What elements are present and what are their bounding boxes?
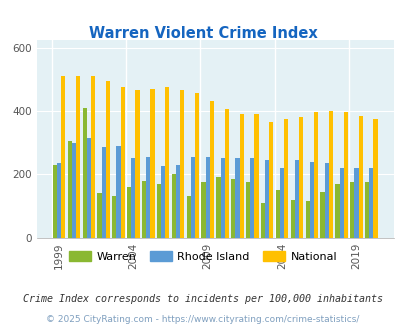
- Bar: [190, 157, 194, 238]
- Bar: [72, 143, 76, 238]
- Bar: [156, 184, 161, 238]
- Bar: [354, 168, 358, 238]
- Text: © 2025 CityRating.com - https://www.cityrating.com/crime-statistics/: © 2025 CityRating.com - https://www.city…: [46, 315, 359, 324]
- Bar: [201, 182, 205, 238]
- Bar: [135, 90, 139, 238]
- Bar: [165, 87, 169, 238]
- Bar: [186, 196, 190, 238]
- Bar: [275, 190, 279, 238]
- Bar: [335, 184, 339, 238]
- Bar: [339, 168, 343, 238]
- Bar: [269, 122, 273, 238]
- Bar: [260, 203, 264, 238]
- Bar: [368, 168, 373, 238]
- Bar: [209, 101, 213, 238]
- Bar: [120, 87, 124, 238]
- Bar: [309, 162, 313, 238]
- Bar: [161, 166, 165, 238]
- Bar: [131, 158, 135, 238]
- Bar: [313, 113, 317, 238]
- Bar: [220, 158, 224, 238]
- Bar: [249, 158, 254, 238]
- Legend: Warren, Rhode Island, National: Warren, Rhode Island, National: [64, 247, 341, 267]
- Bar: [76, 76, 80, 238]
- Text: Warren Violent Crime Index: Warren Violent Crime Index: [88, 26, 317, 41]
- Bar: [82, 108, 87, 238]
- Bar: [364, 182, 368, 238]
- Bar: [68, 141, 72, 238]
- Bar: [235, 158, 239, 238]
- Bar: [142, 181, 146, 238]
- Bar: [116, 146, 120, 238]
- Bar: [245, 182, 249, 238]
- Bar: [105, 81, 110, 238]
- Bar: [61, 76, 65, 238]
- Bar: [358, 115, 362, 238]
- Bar: [231, 179, 235, 238]
- Bar: [146, 157, 150, 238]
- Bar: [216, 178, 220, 238]
- Bar: [112, 196, 116, 238]
- Bar: [320, 192, 324, 238]
- Bar: [150, 89, 154, 238]
- Bar: [57, 163, 61, 238]
- Bar: [239, 114, 243, 238]
- Bar: [254, 114, 258, 238]
- Bar: [373, 119, 377, 238]
- Bar: [171, 174, 175, 238]
- Bar: [97, 193, 101, 238]
- Bar: [305, 201, 309, 238]
- Bar: [298, 117, 303, 238]
- Bar: [324, 163, 328, 238]
- Bar: [294, 160, 298, 238]
- Bar: [343, 113, 347, 238]
- Bar: [175, 165, 180, 238]
- Bar: [279, 168, 284, 238]
- Bar: [127, 187, 131, 238]
- Bar: [264, 160, 269, 238]
- Bar: [205, 157, 209, 238]
- Bar: [180, 90, 184, 238]
- Bar: [91, 76, 95, 238]
- Bar: [53, 165, 57, 238]
- Bar: [290, 200, 294, 238]
- Bar: [350, 182, 354, 238]
- Bar: [101, 147, 105, 238]
- Bar: [194, 93, 198, 238]
- Bar: [87, 138, 91, 238]
- Bar: [284, 119, 288, 238]
- Text: Crime Index corresponds to incidents per 100,000 inhabitants: Crime Index corresponds to incidents per…: [23, 294, 382, 304]
- Bar: [224, 109, 228, 238]
- Bar: [328, 111, 332, 238]
